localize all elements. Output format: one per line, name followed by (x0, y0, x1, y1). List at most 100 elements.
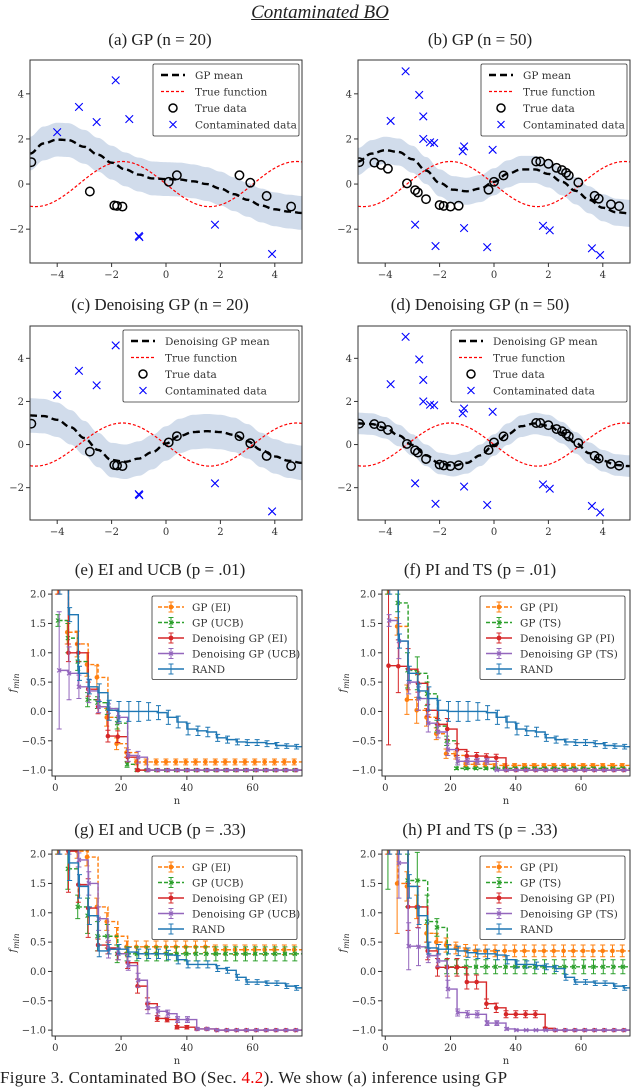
x-tick-label: 20 (115, 1043, 128, 1054)
x-tick-label: 40 (509, 1043, 522, 1054)
y-tick-label: −1.0 (22, 1026, 46, 1037)
error-bar (205, 726, 211, 738)
error-bar (126, 700, 132, 722)
legend-key-marker (168, 620, 174, 625)
y-tick-label: 0 (346, 180, 352, 191)
data-point (394, 881, 400, 886)
data-point (164, 1017, 170, 1022)
confidence-band (30, 122, 302, 230)
data-point (533, 1011, 538, 1017)
x-tick-label: 40 (181, 1043, 194, 1054)
data-point (465, 1011, 470, 1017)
data-point (562, 767, 568, 773)
y-tick-label: 2.0 (360, 590, 376, 601)
data-point (105, 733, 111, 739)
plot-area (30, 341, 302, 516)
error-bar (185, 722, 191, 736)
legend-label: Denoising GP (TS) (520, 909, 618, 921)
legend-label: True data (165, 369, 217, 381)
true-data-point (112, 460, 122, 471)
legend-box (480, 63, 628, 137)
contaminated-data-point (429, 401, 439, 410)
data-point (252, 947, 258, 953)
data-point (154, 1016, 160, 1021)
legend-key-contaminated (169, 120, 177, 129)
data-point (435, 958, 441, 964)
data-point (571, 948, 576, 954)
panel-title-a: (a) GP (n = 20) (108, 30, 212, 49)
true-data-point (563, 431, 574, 442)
data-point (580, 948, 586, 954)
true-data-point (412, 447, 423, 458)
true-data-point (286, 201, 297, 212)
true-data-point (382, 163, 393, 174)
true-data-point (531, 418, 542, 428)
data-point (86, 881, 92, 886)
data-point (293, 1027, 299, 1033)
x-tick-label: 4 (272, 270, 278, 281)
data-point (464, 753, 470, 759)
true-data-point (489, 176, 499, 187)
contaminated-data-point (410, 479, 420, 488)
y-tick-label: 4 (346, 354, 352, 365)
true-data-point (483, 184, 494, 195)
error-bar (96, 683, 102, 702)
legend-label: Denoising GP mean (165, 336, 270, 348)
legend-key-marker (496, 880, 502, 885)
data-point (494, 767, 500, 773)
data-point (254, 1027, 259, 1033)
data-point (464, 979, 470, 985)
legend-label: GP (PI) (520, 862, 558, 874)
true-data-point (593, 193, 604, 204)
error-bar (244, 979, 250, 985)
series-line (407, 850, 630, 968)
contaminated-data-point (459, 404, 469, 413)
true-data-point (573, 177, 584, 188)
true-function-line (30, 160, 302, 208)
data-point (175, 1017, 181, 1022)
data-point (543, 767, 549, 773)
true-data-point (561, 428, 572, 439)
y-tick-label: 1.5 (360, 879, 376, 890)
true-data-point (453, 200, 464, 211)
error-bar (146, 702, 152, 721)
error-bar (534, 726, 540, 738)
data-point (232, 947, 238, 953)
contaminated-data-point (210, 479, 220, 488)
error-bar (56, 590, 62, 595)
legend: GP mean True function True data Contaminate… (152, 63, 300, 137)
error-bar (136, 700, 142, 722)
legend-label: GP (PI) (520, 602, 558, 614)
contaminated-data-point (545, 226, 554, 235)
data-point (291, 759, 297, 765)
error-bar (553, 735, 559, 744)
y-tick-label: 4 (18, 354, 24, 365)
legend-key-true-data (168, 103, 178, 113)
series-denoising-gp-ucb- (56, 611, 302, 773)
true-data-point (489, 437, 499, 448)
error-bar (254, 739, 260, 746)
true-data-point (163, 176, 174, 187)
data-point (185, 1017, 190, 1022)
data-point (76, 684, 82, 690)
error-bar (475, 702, 481, 721)
data-point (493, 755, 499, 761)
panel-title-g: (g) EI and UCB (p = .33) (74, 820, 246, 839)
y-tick-label: −2 (9, 483, 24, 494)
data-point (175, 767, 181, 773)
error-bar (563, 973, 569, 981)
y-tick-label: 0.0 (30, 967, 46, 978)
data-point (621, 1027, 627, 1033)
y-tick-label: −1.0 (352, 766, 376, 777)
error-bar (234, 738, 240, 746)
data-point (445, 747, 451, 753)
data-point (86, 688, 92, 694)
data-point (502, 948, 508, 954)
data-point (454, 965, 460, 970)
data-point (482, 948, 488, 954)
contaminated-data-point (74, 102, 84, 112)
panel-title-d: (d) Denoising GP (n = 50) (390, 295, 570, 314)
x-tick-label: 0 (491, 270, 497, 281)
error-bar (455, 700, 461, 722)
